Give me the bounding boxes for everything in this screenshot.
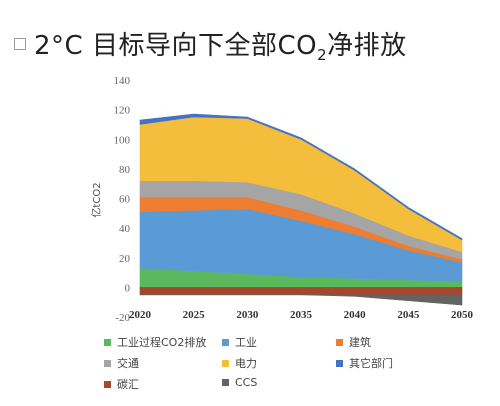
legend-label: 碳汇	[117, 378, 139, 391]
x-tick-label: 2050	[451, 309, 474, 321]
page-title-suffix: 净排放	[327, 30, 407, 61]
x-tick-label: 2020	[129, 309, 152, 321]
page-title-subscript: 2	[317, 45, 328, 64]
legend-swatch	[104, 359, 111, 367]
bullet-square-icon	[14, 38, 26, 50]
legend-item: CCS	[222, 376, 257, 389]
y-tick-label: 140	[114, 75, 131, 87]
legend-label: 其它部门	[349, 357, 393, 370]
y-tick-label: 40	[119, 223, 131, 235]
legend-swatch	[222, 379, 229, 386]
legend-swatch	[222, 359, 229, 367]
legend-label: 工业	[235, 336, 257, 349]
legend-swatch	[104, 338, 111, 346]
y-tick-label: 100	[114, 134, 131, 146]
legend-item: 建筑	[336, 334, 371, 350]
y-tick-label: -20	[115, 312, 130, 324]
legend-label: 工业过程CO2排放	[117, 336, 207, 349]
x-axis-ticks: 2020 2025 2030 2035 2040 2045 2050	[129, 309, 474, 321]
legend-item: 电力	[222, 355, 257, 371]
y-axis-ticks: -20 0 20 40 60 80 100 120 140	[114, 75, 131, 324]
legend-item: 交通	[104, 355, 139, 371]
y-tick-label: 0	[125, 282, 131, 294]
chart-areas	[139, 113, 463, 306]
x-tick-label: 2025	[183, 309, 206, 321]
legend-item: 其它部门	[336, 355, 393, 371]
legend-label: 电力	[235, 357, 257, 370]
x-tick-label: 2045	[397, 309, 420, 321]
legend-label: 建筑	[349, 336, 371, 349]
y-tick-label: 120	[114, 105, 131, 117]
legend-swatch	[222, 338, 229, 346]
legend-swatch	[336, 338, 343, 346]
page-title: 2°C 目标导向下全部CO2净排放	[34, 25, 407, 64]
x-tick-label: 2035	[290, 309, 313, 321]
x-tick-label: 2040	[344, 309, 367, 321]
page-title-prefix: 2°C 目标导向下全部CO	[34, 30, 318, 61]
y-tick-label: 60	[119, 194, 131, 206]
legend-label: CCS	[235, 376, 258, 389]
area-series-series	[139, 287, 463, 296]
legend-swatch	[336, 359, 343, 367]
legend-item: 工业	[222, 334, 257, 350]
legend-swatch	[104, 380, 111, 388]
area-series-ccs	[140, 294, 463, 306]
legend-item: 工业过程CO2排放	[104, 334, 206, 350]
y-tick-label: 20	[119, 253, 131, 265]
x-tick-label: 2030	[236, 309, 259, 321]
area-series-series	[139, 113, 463, 241]
y-axis-label: 亿tCO2	[90, 182, 103, 217]
legend-item: 碳汇	[104, 376, 139, 392]
legend-label: 交通	[117, 357, 139, 370]
title-row: 2°C 目标导向下全部CO2净排放	[14, 24, 407, 64]
y-tick-label: 80	[119, 164, 131, 176]
